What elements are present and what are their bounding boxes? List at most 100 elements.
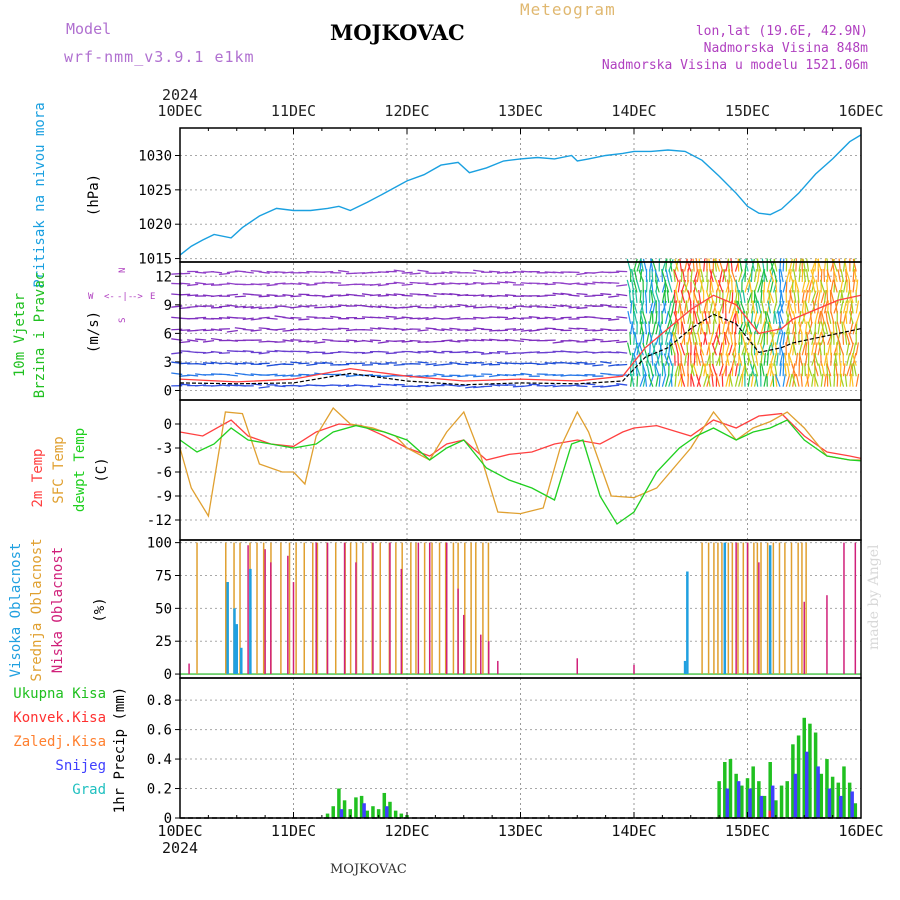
wind-barb	[673, 269, 679, 283]
wind-barb	[773, 310, 778, 324]
precip-snow-bar	[816, 766, 820, 818]
wind-barb	[677, 279, 681, 293]
wind-barb	[727, 321, 730, 335]
wind-barb	[661, 258, 667, 272]
wind-barb	[338, 327, 350, 330]
wind-barb	[846, 352, 851, 366]
wind-barb	[823, 258, 827, 272]
wind-barb	[827, 311, 832, 324]
wind-barb	[687, 258, 693, 272]
wind-barb	[465, 282, 477, 286]
wind-barb	[496, 329, 509, 332]
wind-barb	[650, 258, 654, 272]
temp-2m-line	[179, 412, 862, 461]
wind-barb	[330, 315, 342, 319]
wind-barb	[798, 310, 802, 324]
wind-barb	[669, 258, 673, 272]
x-tick-label-bottom: 13DEC	[498, 822, 543, 840]
wind-barb	[749, 363, 756, 377]
wind-barb	[740, 332, 746, 345]
wind-barb	[753, 290, 759, 304]
wind-barb	[769, 279, 774, 293]
wind-barb	[393, 340, 405, 342]
wind-barb	[832, 321, 835, 335]
wind-barb	[728, 289, 732, 304]
wind-barb	[738, 363, 742, 377]
wind-barb	[520, 384, 532, 388]
wind-barb	[766, 279, 771, 293]
wind-barb	[689, 310, 692, 324]
wind-barb	[680, 374, 686, 387]
wind-barb	[738, 321, 744, 335]
wind-barb	[817, 331, 822, 345]
wind-barb	[401, 340, 413, 343]
wind-barb	[195, 338, 207, 341]
wind-barb	[701, 310, 705, 324]
wind-barb	[576, 306, 588, 310]
wind-barb	[804, 352, 808, 366]
wind-barb	[780, 269, 784, 283]
wind-barb	[667, 311, 673, 325]
wind-barb	[792, 342, 797, 356]
wind-barb	[779, 258, 782, 272]
wind-barb	[797, 321, 803, 335]
wind-barb	[706, 279, 709, 293]
wind-barb	[338, 384, 350, 387]
wind-barb	[504, 280, 517, 284]
precip-total-bar	[819, 773, 824, 818]
wind-barb	[634, 289, 638, 303]
wind-barb	[234, 295, 246, 298]
wind-barb	[848, 290, 854, 304]
altitude-info: Nadmorska Visina 848m	[703, 41, 868, 56]
wind-barb	[496, 361, 509, 365]
wind-barb	[544, 361, 556, 365]
wind-barb	[825, 363, 829, 377]
wind-barb	[811, 373, 815, 387]
wind-barb	[811, 279, 816, 293]
y-tick-label: 1030	[138, 148, 172, 164]
wind-barb	[385, 293, 397, 297]
wind-barb	[692, 280, 698, 293]
wind-barb	[664, 321, 670, 335]
y-tick-label: 0.2	[147, 782, 172, 798]
wind-barb	[668, 321, 672, 335]
wind-barb	[650, 279, 654, 293]
wind-barb	[290, 306, 302, 309]
wind-barb	[725, 352, 730, 366]
wind-barb	[763, 373, 768, 387]
wind-barb	[779, 352, 784, 366]
wind-barb	[648, 321, 651, 335]
wind-barb	[679, 342, 686, 356]
wind-barb	[843, 258, 848, 272]
precip-snow-bar	[827, 788, 832, 818]
wind-barb	[203, 283, 215, 286]
wind-barb	[266, 294, 278, 297]
wind-barb	[662, 300, 667, 314]
wind-barb	[576, 292, 588, 296]
wind-barb	[632, 300, 638, 314]
wind-barb	[834, 352, 838, 366]
wind-barb	[736, 310, 740, 324]
wind-barb	[804, 321, 808, 335]
wind-barb	[820, 321, 826, 335]
wind-barb	[720, 352, 724, 366]
wind-barb	[680, 290, 686, 304]
wind-barb	[793, 269, 797, 283]
wind-barb	[649, 363, 654, 377]
wind-barb	[584, 282, 596, 285]
y-tick-label: 6	[164, 326, 172, 342]
wind-barb	[683, 279, 689, 293]
y-tick-label: 1020	[138, 217, 172, 233]
precip-total-bar	[853, 803, 858, 818]
wind-barb	[218, 384, 231, 387]
wind-barb	[734, 363, 738, 377]
precip-conv-bar	[768, 810, 772, 818]
wind-barb	[250, 317, 262, 321]
wind-barb	[773, 352, 777, 366]
wind-barb	[226, 329, 238, 333]
y-tick-label: 25	[155, 634, 172, 650]
wind-barb	[210, 328, 223, 332]
wind-barb	[674, 321, 678, 335]
wind-barb	[830, 311, 835, 325]
wind-barb	[846, 300, 850, 314]
